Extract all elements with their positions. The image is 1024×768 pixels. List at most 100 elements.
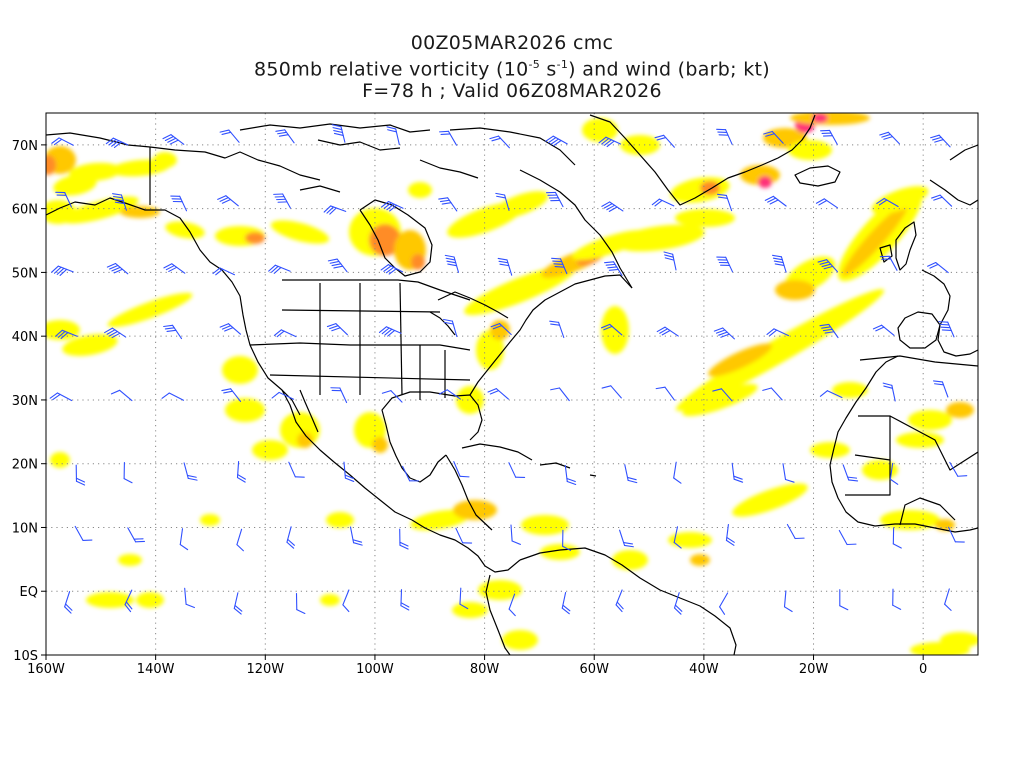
vorticity-cell — [456, 386, 484, 414]
wind-barb — [55, 191, 73, 208]
wind-barb — [716, 193, 733, 212]
vorticity-cell — [86, 592, 134, 608]
y-tick-label: 10N — [12, 521, 38, 536]
wind-barb — [106, 262, 129, 275]
wind-barb — [163, 263, 186, 274]
vorticity-cell — [788, 140, 832, 160]
wind-barb — [212, 267, 236, 276]
wind-barb — [716, 128, 733, 145]
vorticity-cell — [615, 224, 705, 252]
wind-barb — [615, 589, 624, 613]
wind-barb — [219, 323, 242, 335]
x-tick-label: 160W — [27, 662, 65, 677]
wind-barb — [673, 592, 683, 615]
wind-barb — [217, 195, 239, 207]
wind-barb — [495, 192, 510, 211]
wind-barb — [716, 256, 734, 273]
wind-barb — [838, 529, 857, 546]
y-tick-label: 20N — [12, 458, 38, 473]
wind-barb — [221, 388, 242, 402]
wind-barb — [656, 326, 679, 337]
wind-barb — [110, 389, 133, 402]
vorticity-cell — [50, 452, 70, 468]
vorticity-cell — [372, 437, 388, 453]
wind-barb — [763, 130, 784, 144]
wind-barb — [343, 461, 355, 482]
wind-barb — [55, 329, 78, 340]
wind-barb — [49, 392, 73, 402]
vorticity-cell — [896, 432, 944, 448]
vorticity-cell — [908, 410, 952, 430]
vorticity-cell — [582, 118, 618, 142]
coastlines — [46, 114, 978, 655]
vorticity-cell — [832, 382, 868, 398]
title-field-pre: 850mb relative vorticity (10 — [254, 58, 529, 81]
wind-barb — [163, 324, 183, 340]
wind-barb — [762, 387, 783, 401]
wind-barb — [713, 327, 735, 340]
x-tick-label: 0 — [919, 662, 927, 677]
wind-barb — [879, 255, 898, 271]
wind-barb — [510, 524, 521, 545]
vorticity-cell — [521, 515, 569, 535]
wind-barb — [932, 380, 949, 398]
wind-barb — [74, 525, 93, 541]
vorticity-cell — [222, 356, 258, 384]
vorticity-cell — [862, 460, 898, 480]
wind-barb — [782, 463, 795, 483]
vorticity-cell — [270, 220, 330, 244]
wind-barb — [872, 324, 895, 336]
vorticity-cell — [880, 510, 940, 530]
y-tick-label: 50N — [12, 266, 38, 281]
wind-barb — [453, 461, 470, 478]
vorticity-cell — [690, 554, 710, 566]
wind-barb — [342, 589, 350, 613]
wind-barb — [842, 464, 859, 482]
wind-barb — [380, 264, 404, 275]
title-field-post: ) and wind (barb; kt) — [568, 58, 770, 81]
x-tick-label: 100W — [356, 662, 394, 677]
title-line-run: 00Z05MAR2026 cmc — [410, 32, 614, 54]
vorticity-cell — [153, 152, 177, 168]
wind-barb — [655, 386, 675, 401]
wind-barb — [459, 587, 469, 610]
wind-barb — [604, 261, 623, 276]
title-line-field: 850mb relative vorticity (10-5 s-1) and … — [0, 54, 1024, 80]
wind-barb — [288, 461, 305, 478]
wind-barb — [731, 462, 744, 483]
wind-barb — [764, 195, 787, 207]
wind-barb — [104, 327, 127, 339]
vorticity-cell — [708, 343, 772, 377]
wind-barb — [123, 462, 133, 484]
wind-barb — [326, 323, 348, 336]
y-tick-label: 60N — [12, 203, 38, 218]
wind-barb — [550, 387, 570, 402]
wind-barb — [819, 390, 843, 399]
vorticity-cell — [810, 442, 850, 458]
vorticity-cell — [136, 592, 164, 608]
wind-barb — [386, 126, 400, 146]
vorticity-cell — [758, 176, 772, 188]
wind-barb — [508, 593, 516, 617]
vorticity-cell — [812, 113, 828, 123]
wind-barb — [930, 134, 951, 148]
title-exp-1: -5 — [528, 58, 541, 71]
wind-barb — [564, 465, 577, 486]
wind-barb — [179, 528, 189, 551]
wind-barb — [892, 588, 902, 610]
wind-barb — [772, 254, 787, 273]
wind-barb — [497, 257, 513, 276]
vorticity-cell — [871, 186, 929, 214]
vorticity-cell — [842, 203, 908, 277]
wind-barb — [444, 254, 460, 273]
y-tick-label: 10S — [13, 649, 38, 664]
wind-barb — [273, 329, 297, 338]
vorticity-cell — [935, 519, 955, 531]
lat-lon-grid — [46, 113, 978, 655]
vorticity-shading — [46, 113, 978, 655]
vorticity-cell — [476, 330, 504, 370]
wind-barb — [268, 264, 291, 274]
wind-barb — [879, 131, 900, 145]
vorticity-cell — [601, 306, 629, 354]
